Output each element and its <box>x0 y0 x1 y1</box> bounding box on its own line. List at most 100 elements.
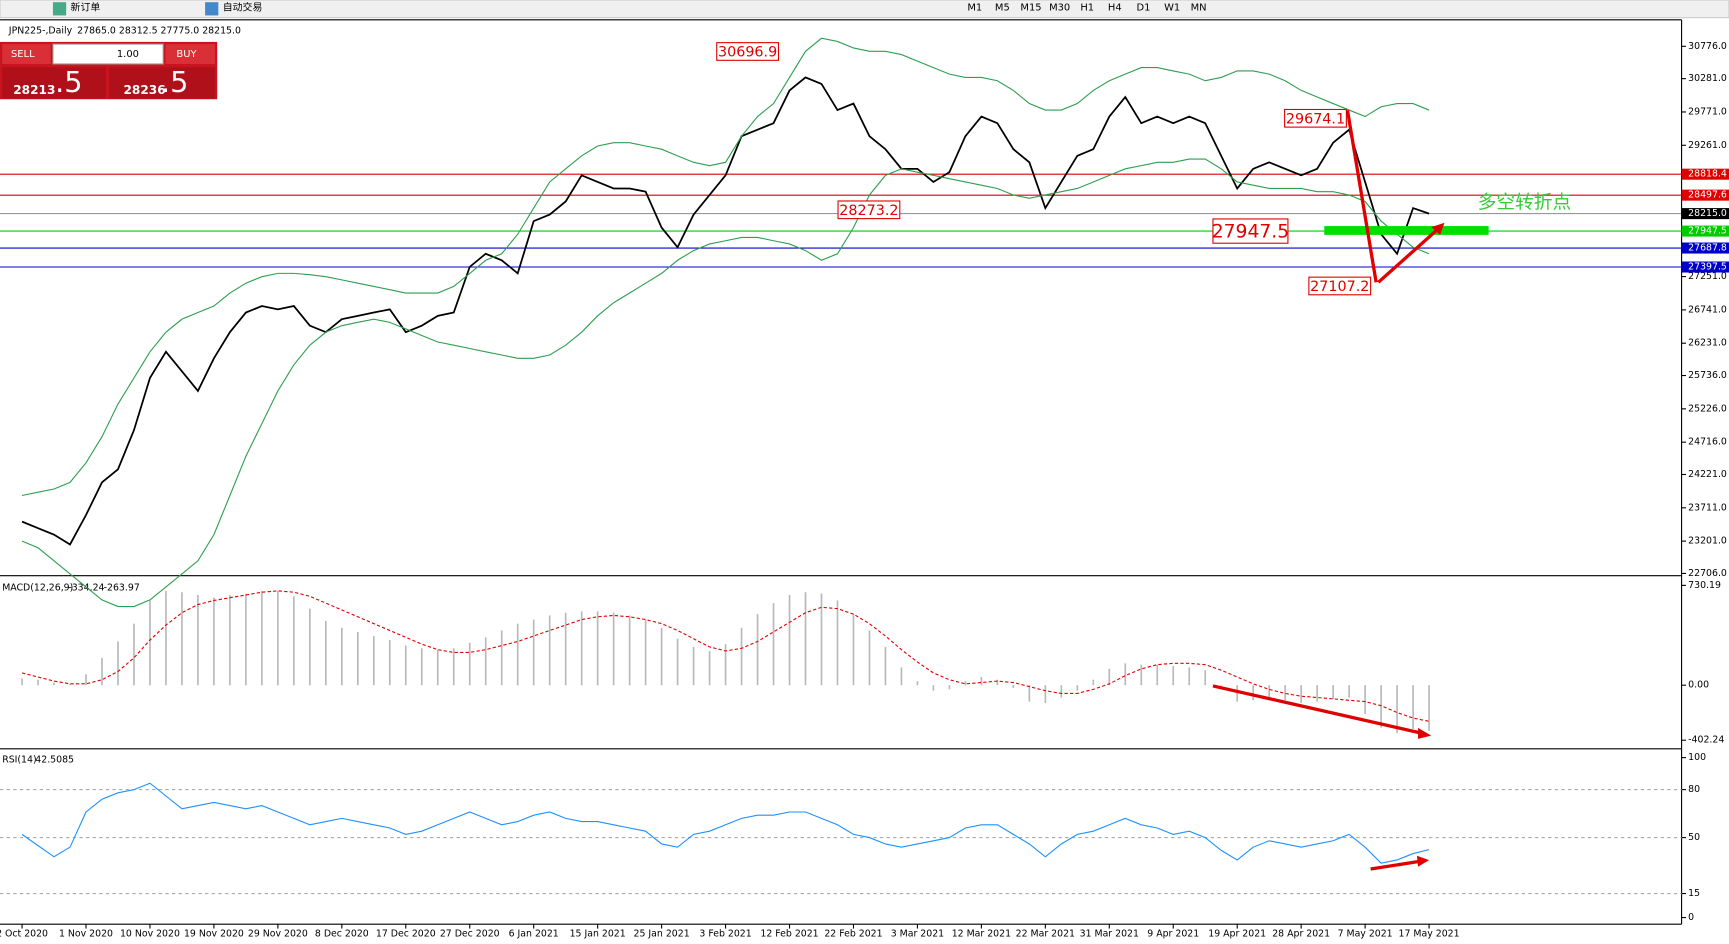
macd-bar <box>484 637 487 686</box>
macd-bar <box>277 590 279 686</box>
y-tick-label: 25736.0 <box>1688 370 1727 381</box>
y-tick-label: 15 <box>1688 888 1700 899</box>
lots-input[interactable] <box>52 43 164 65</box>
macd-title: MACD(12,26,9) <box>2 582 73 593</box>
macd-bar <box>309 608 311 686</box>
auto-trade-button[interactable]: 自动交易 <box>223 1 263 14</box>
price-level-label: 27687.8 <box>1688 243 1727 254</box>
macd-bar <box>1428 685 1430 731</box>
price-level-tag <box>1681 189 1729 201</box>
macd-bar <box>548 615 551 686</box>
macd-bar <box>356 631 359 686</box>
timeframe-button[interactable]: H1 <box>1080 3 1094 14</box>
sell-button[interactable] <box>2 44 51 64</box>
price-level-label: 28215.0 <box>1688 208 1727 219</box>
macd-bar <box>996 679 999 686</box>
timeframe-button[interactable]: W1 <box>1164 3 1180 14</box>
macd-bar <box>372 635 375 686</box>
rsi-title: RSI(14) <box>2 754 36 765</box>
macd-bar <box>516 623 519 686</box>
macd-bar <box>788 594 791 686</box>
x-tick-label: 19 Apr 2021 <box>1208 929 1266 940</box>
arrow-head <box>1416 855 1430 867</box>
timeframe-button[interactable]: D1 <box>1137 3 1151 14</box>
macd-bar <box>1268 685 1271 698</box>
macd-bar <box>836 600 839 686</box>
sell-label[interactable]: SELL <box>11 49 35 60</box>
x-tick-label: 19 Nov 2020 <box>184 929 244 940</box>
macd-bar <box>740 627 743 686</box>
x-tick-label: 17 May 2021 <box>1399 929 1460 940</box>
buy-button[interactable] <box>165 44 216 64</box>
x-tick-label: 22 Feb 2021 <box>824 929 882 940</box>
x-tick-label: 15 Jan 2021 <box>570 929 626 940</box>
arrow <box>1345 110 1378 283</box>
bid-price[interactable]: 28213 <box>13 83 55 97</box>
x-tick-label: 25 Jan 2021 <box>634 929 690 940</box>
timeframe-button[interactable]: M30 <box>1049 3 1070 14</box>
timeframe-button[interactable]: M5 <box>995 3 1010 14</box>
new-order-button[interactable]: 新订单 <box>71 1 101 14</box>
macd-bar <box>197 594 199 686</box>
macd-bar <box>868 630 871 686</box>
y-tick-label: 22706.0 <box>1688 568 1727 579</box>
macd-bar <box>532 619 535 686</box>
macd-bar <box>229 594 231 686</box>
y-tick-label: 730.19 <box>1688 580 1721 591</box>
bid-fraction[interactable]: .5 <box>55 65 82 99</box>
macd-bar <box>404 645 407 686</box>
y-tick-label: 24221.0 <box>1688 469 1727 480</box>
buy-label[interactable]: BUY <box>176 49 197 60</box>
new-order-icon[interactable] <box>52 2 67 16</box>
macd-bar <box>1300 685 1302 703</box>
price-level-tag <box>1681 261 1729 273</box>
macd-bar <box>1396 685 1398 734</box>
macd-bar <box>1380 685 1382 728</box>
macd-bar <box>420 648 423 686</box>
macd-bar <box>580 611 583 686</box>
lots-value[interactable]: 1.00 <box>117 49 139 60</box>
y-tick-label: 0 <box>1688 912 1694 923</box>
macd-bar <box>325 620 327 686</box>
auto-trade-icon[interactable] <box>205 2 219 16</box>
toolbar <box>0 0 1729 19</box>
bid-button[interactable] <box>2 67 106 99</box>
macd-bar <box>1348 685 1350 698</box>
timeframe-button[interactable]: MN <box>1191 3 1207 14</box>
ask-button[interactable] <box>109 67 216 99</box>
macd-bar <box>1252 685 1255 701</box>
macd-bar <box>612 612 615 686</box>
macd-bar <box>964 681 967 686</box>
macd-bar <box>1284 685 1286 701</box>
ask-price[interactable]: 28236 <box>124 83 166 97</box>
price-annotation-box <box>837 200 901 220</box>
price-annotation-box <box>716 42 780 61</box>
price-annotation: 30696.9 <box>718 45 777 61</box>
macd-bar <box>117 641 119 686</box>
arrow-head <box>1431 222 1445 235</box>
price-level-tag <box>1681 242 1729 254</box>
macd-bar <box>69 683 71 686</box>
macd-bar <box>1076 685 1079 691</box>
macd-bar <box>213 597 215 686</box>
y-tick-label: 50 <box>1688 832 1700 843</box>
macd-bar <box>1332 685 1334 699</box>
macd-bar <box>756 614 759 686</box>
y-tick-label: 26741.0 <box>1688 304 1727 315</box>
y-tick-label: 30281.0 <box>1688 73 1727 84</box>
y-tick-label: 0.00 <box>1688 680 1709 691</box>
macd-bar <box>1044 685 1047 703</box>
series-line <box>21 76 1430 546</box>
arrow <box>1370 859 1421 871</box>
timeframe-button[interactable]: H4 <box>1108 3 1122 14</box>
macd-bar <box>708 651 711 686</box>
timeframe-button[interactable]: M15 <box>1020 3 1041 14</box>
timeframe-button[interactable]: M1 <box>967 3 982 14</box>
ask-fraction[interactable]: .5 <box>161 65 188 99</box>
macd-bar <box>388 640 391 686</box>
macd-bar <box>293 596 295 686</box>
y-tick-label: 23711.0 <box>1688 502 1727 513</box>
price-level-tag <box>1681 208 1729 220</box>
macd-bar <box>37 679 39 686</box>
